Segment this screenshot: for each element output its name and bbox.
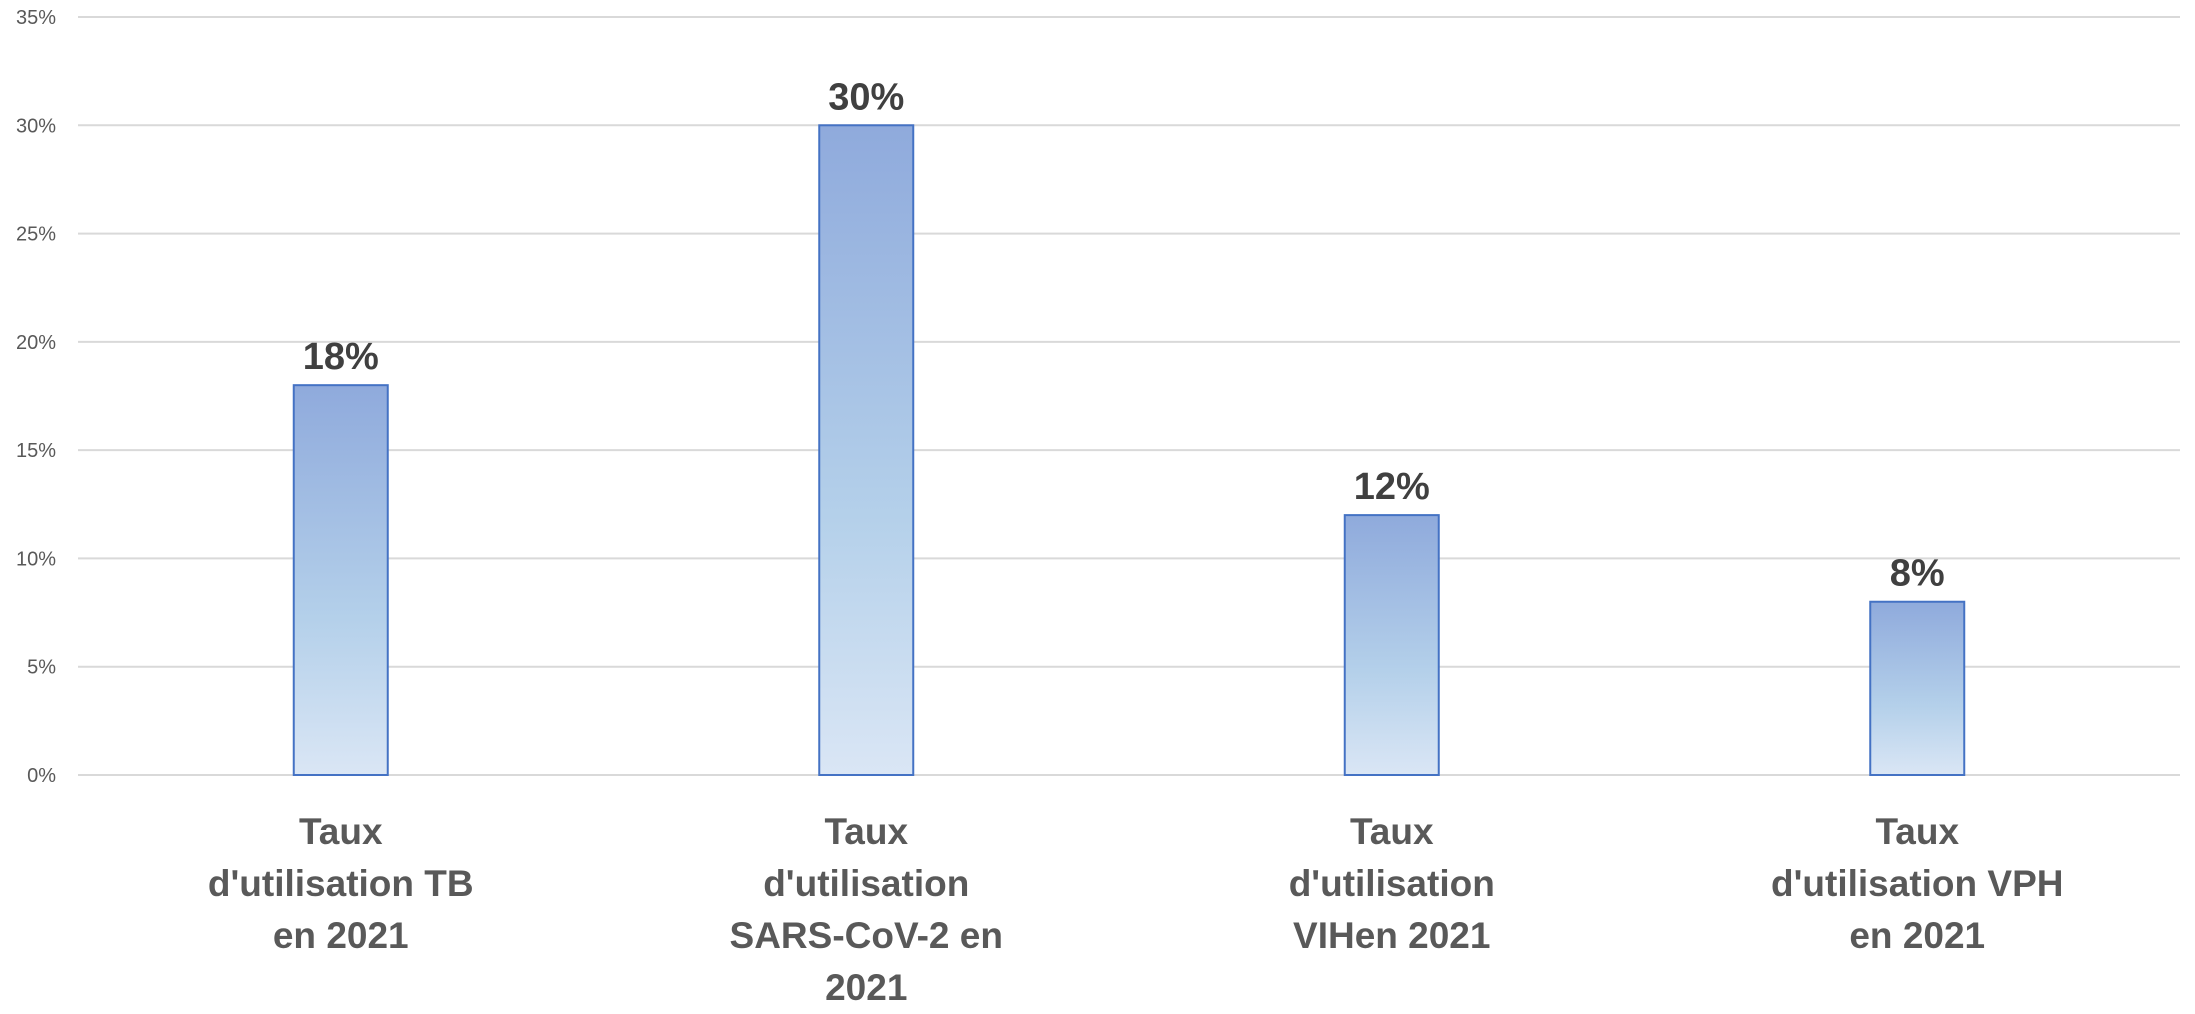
- y-tick-label: 30%: [16, 115, 56, 137]
- y-axis: 0% 5% 10% 15% 20% 25% 30% 35%: [16, 7, 56, 787]
- y-tick-label: 20%: [16, 332, 56, 354]
- gridlines: [78, 16, 2180, 776]
- x-tick-label: Taux d'utilisation SARS-CoV-2 en 2021: [729, 811, 1003, 1008]
- bar: [1869, 600, 1966, 776]
- y-tick-label: 0%: [27, 765, 56, 787]
- bars: [292, 124, 1966, 777]
- x-tick-label: Taux d'utilisation VIHen 2021: [1288, 811, 1495, 956]
- data-label: 30%: [828, 76, 904, 118]
- x-tick-label: Taux d'utilisation TB en 2021: [207, 811, 474, 956]
- y-tick-label: 10%: [16, 548, 56, 570]
- bar: [818, 124, 915, 777]
- data-label: 18%: [303, 336, 379, 378]
- y-tick-label: 25%: [16, 224, 56, 246]
- bar: [292, 384, 389, 776]
- bar: [1343, 514, 1440, 776]
- y-tick-label: 5%: [27, 657, 56, 679]
- x-tick-label: Taux d'utilisation VPH en 2021: [1771, 811, 2064, 956]
- data-labels: 18% 30% 12% 8%: [303, 76, 1945, 594]
- y-tick-label: 35%: [16, 7, 56, 29]
- y-tick-label: 15%: [16, 440, 56, 462]
- data-label: 12%: [1354, 466, 1430, 508]
- data-label: 8%: [1890, 553, 1945, 595]
